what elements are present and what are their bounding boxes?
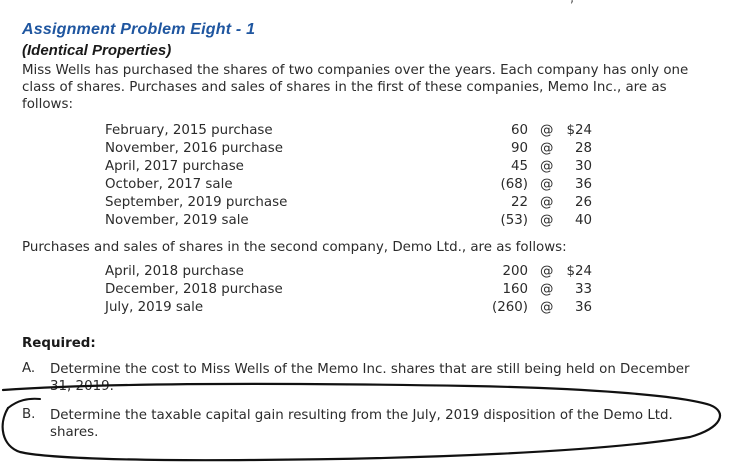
at-sign: @ [540,177,554,192]
transaction-desc: November, 2019 sale [105,213,249,228]
at-sign: @ [540,282,554,297]
transaction-qty: 200 [502,264,528,279]
at-sign: @ [540,123,554,138]
transaction-qty: (68) [500,177,529,192]
problem-title: Assignment Problem Eight - 1 [22,21,256,38]
at-sign: @ [540,195,554,210]
problem-subtitle: (Identical Properties) [22,42,172,59]
at-sign: @ [540,159,554,174]
demo-intro: Purchases and sales of shares in the sec… [22,240,567,255]
required-heading: Required: [22,336,96,351]
transaction-desc: February, 2015 purchase [105,123,273,138]
transaction-price: 40 [574,213,592,228]
transaction-desc: October, 2017 sale [105,177,233,192]
question-text: Determine the taxable capital gain resul… [50,408,673,440]
transaction-price: 36 [574,300,592,315]
transaction-price: $24 [566,264,592,279]
transaction-price: 30 [574,159,592,174]
transaction-price: 33 [574,282,592,297]
transaction-price: $24 [566,123,592,138]
transaction-price: 26 [574,195,592,210]
transaction-desc: December, 2018 purchase [105,282,283,297]
at-sign: @ [540,141,554,156]
transaction-qty: 160 [502,282,528,297]
transaction-qty: (260) [491,300,528,315]
transaction-qty: 60 [510,123,528,138]
transaction-qty: (53) [500,213,529,228]
transaction-desc: April, 2017 purchase [105,159,244,174]
at-sign: @ [540,300,554,315]
transaction-price: 36 [574,177,592,192]
transaction-desc: April, 2018 purchase [105,264,244,279]
question-letter: A. [22,361,36,376]
transaction-qty: 22 [510,195,528,210]
transaction-qty: 45 [510,159,528,174]
question-letter: B. [22,407,36,422]
at-sign: @ [540,264,554,279]
at-sign: @ [540,213,554,228]
transaction-desc: November, 2016 purchase [105,141,283,156]
transaction-desc: July, 2019 sale [105,300,204,315]
question-text: Determine the cost to Miss Wells of the … [50,362,690,394]
transaction-desc: September, 2019 purchase [105,195,288,210]
transaction-qty: 90 [510,141,528,156]
transaction-price: 28 [574,141,592,156]
problem-intro: Miss Wells has purchased the shares of t… [22,63,689,112]
cut-off-previous-line: —·, [0,0,737,5]
